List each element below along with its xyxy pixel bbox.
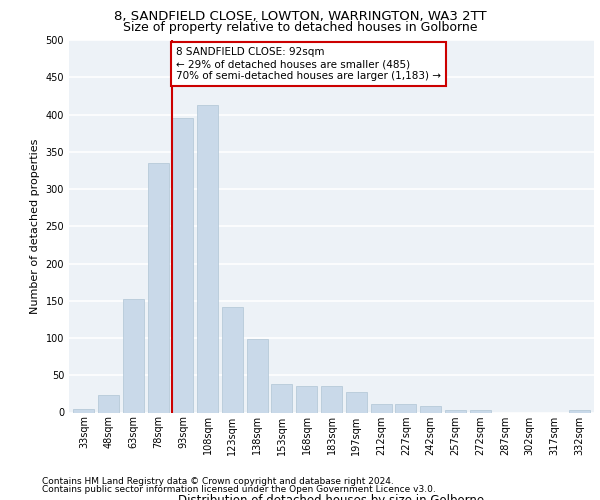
Bar [222,306,243,412]
Text: Contains HM Land Registry data © Crown copyright and database right 2024.: Contains HM Land Registry data © Crown c… [42,477,394,486]
Text: 8, SANDFIELD CLOSE, LOWTON, WARRINGTON, WA3 2TT: 8, SANDFIELD CLOSE, LOWTON, WARRINGTON, … [113,10,487,23]
Bar [321,386,342,412]
Text: Size of property relative to detached houses in Golborne: Size of property relative to detached ho… [123,21,477,34]
Bar [123,298,144,412]
X-axis label: Distribution of detached houses by size in Golborne: Distribution of detached houses by size … [178,494,485,500]
Bar [346,392,367,412]
Bar [296,386,317,412]
Text: 8 SANDFIELD CLOSE: 92sqm
← 29% of detached houses are smaller (485)
70% of semi-: 8 SANDFIELD CLOSE: 92sqm ← 29% of detach… [176,48,441,80]
Bar [197,105,218,412]
Y-axis label: Number of detached properties: Number of detached properties [30,138,40,314]
Bar [569,410,590,412]
Text: Contains public sector information licensed under the Open Government Licence v3: Contains public sector information licen… [42,485,436,494]
Bar [73,409,94,412]
Bar [470,410,491,412]
Bar [420,406,441,412]
Bar [395,404,416,412]
Bar [98,396,119,412]
Bar [371,404,392,412]
Bar [445,410,466,412]
Bar [271,384,292,412]
Bar [247,340,268,412]
Bar [148,163,169,412]
Bar [172,118,193,412]
